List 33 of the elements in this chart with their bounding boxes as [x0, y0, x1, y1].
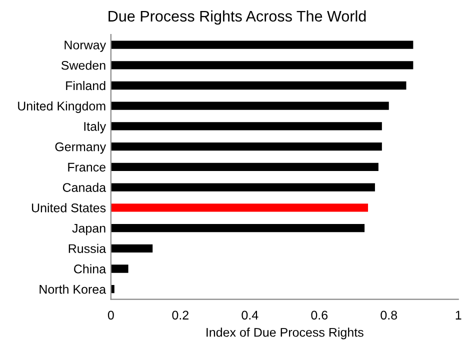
y-tick-label: Russia [68, 244, 106, 254]
y-tick-label: United States [32, 203, 106, 212]
bar [110, 40, 414, 49]
bar [110, 183, 375, 192]
y-tick-label: France [68, 162, 106, 172]
bar [110, 224, 365, 232]
bar [110, 264, 128, 273]
y-tick-label: North Korea [40, 284, 106, 294]
y-tick-label: Germany [55, 142, 106, 154]
bar [110, 81, 406, 90]
x-tick-label: 0.6 [311, 310, 328, 320]
x-tick-label: 0.2 [172, 310, 188, 320]
x-axis-title: Index of Due Process Rights [206, 328, 364, 340]
x-tick-label: 0.8 [380, 310, 398, 320]
bar [110, 102, 389, 110]
bar [110, 142, 382, 151]
y-tick-label: China [74, 264, 106, 274]
y-tick-label: Japan [72, 224, 106, 236]
y-tick-label: Sweden [61, 60, 106, 70]
x-tick-label: 0.4 [242, 310, 258, 320]
y-tick-label: Italy [84, 122, 106, 134]
bar [110, 204, 368, 212]
y-tick-label: Finland [66, 80, 106, 90]
x-tick-label: 0 [108, 310, 114, 320]
bar [110, 122, 382, 130]
y-tick-label: Norway [64, 40, 106, 52]
bar [110, 244, 153, 252]
y-tick-label: Canada [62, 182, 106, 192]
y-tick-label: United Kingdom [18, 101, 106, 113]
chart-title: Due Process Rights Across The World [108, 10, 366, 25]
bar [110, 162, 378, 172]
bar [110, 61, 414, 70]
x-tick-label: 1 [456, 310, 462, 320]
